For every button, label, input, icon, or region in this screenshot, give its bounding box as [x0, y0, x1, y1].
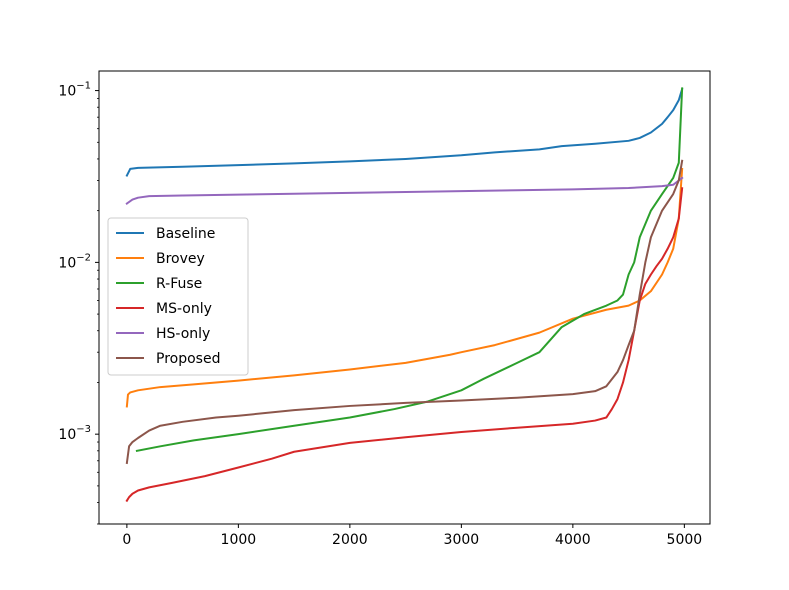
legend-label-r-fuse: R-Fuse: [156, 276, 202, 292]
x-tick-label: 2000: [332, 532, 368, 548]
legend-label-brovey: Brovey: [156, 251, 205, 267]
legend-label-proposed: Proposed: [156, 351, 220, 367]
x-axis: 0 1000 2000 3000 4000 5000: [122, 524, 702, 548]
legend-label-ms-only: MS-only: [156, 301, 212, 317]
series-line-brovey: [125, 167, 684, 408]
x-tick-label: 4000: [555, 532, 591, 548]
plot-frame: [98, 70, 711, 525]
y-tick-label: 10−3: [58, 424, 91, 443]
series-line-r-fuse: [135, 87, 684, 452]
series-line-hs-only: [125, 176, 684, 205]
series-line-proposed: [125, 159, 684, 465]
y-tick-label: 10−1: [58, 81, 91, 100]
x-tick-label: 5000: [667, 532, 703, 548]
series-line-ms-only: [125, 187, 684, 503]
x-tick-label: 1000: [221, 532, 257, 548]
y-axis: 10−3 10−2 10−1: [58, 81, 99, 525]
x-tick-label: 0: [122, 532, 131, 548]
legend-label-hs-only: HS-only: [156, 326, 210, 342]
legend: Baseline Brovey R-Fuse MS-only HS-only Propos…: [107, 217, 249, 376]
legend-label-baseline: Baseline: [156, 226, 215, 242]
series-layer: [125, 87, 684, 503]
x-tick-label: 3000: [444, 532, 480, 548]
series-line-baseline: [125, 87, 684, 177]
y-tick-label: 10−2: [58, 252, 91, 271]
